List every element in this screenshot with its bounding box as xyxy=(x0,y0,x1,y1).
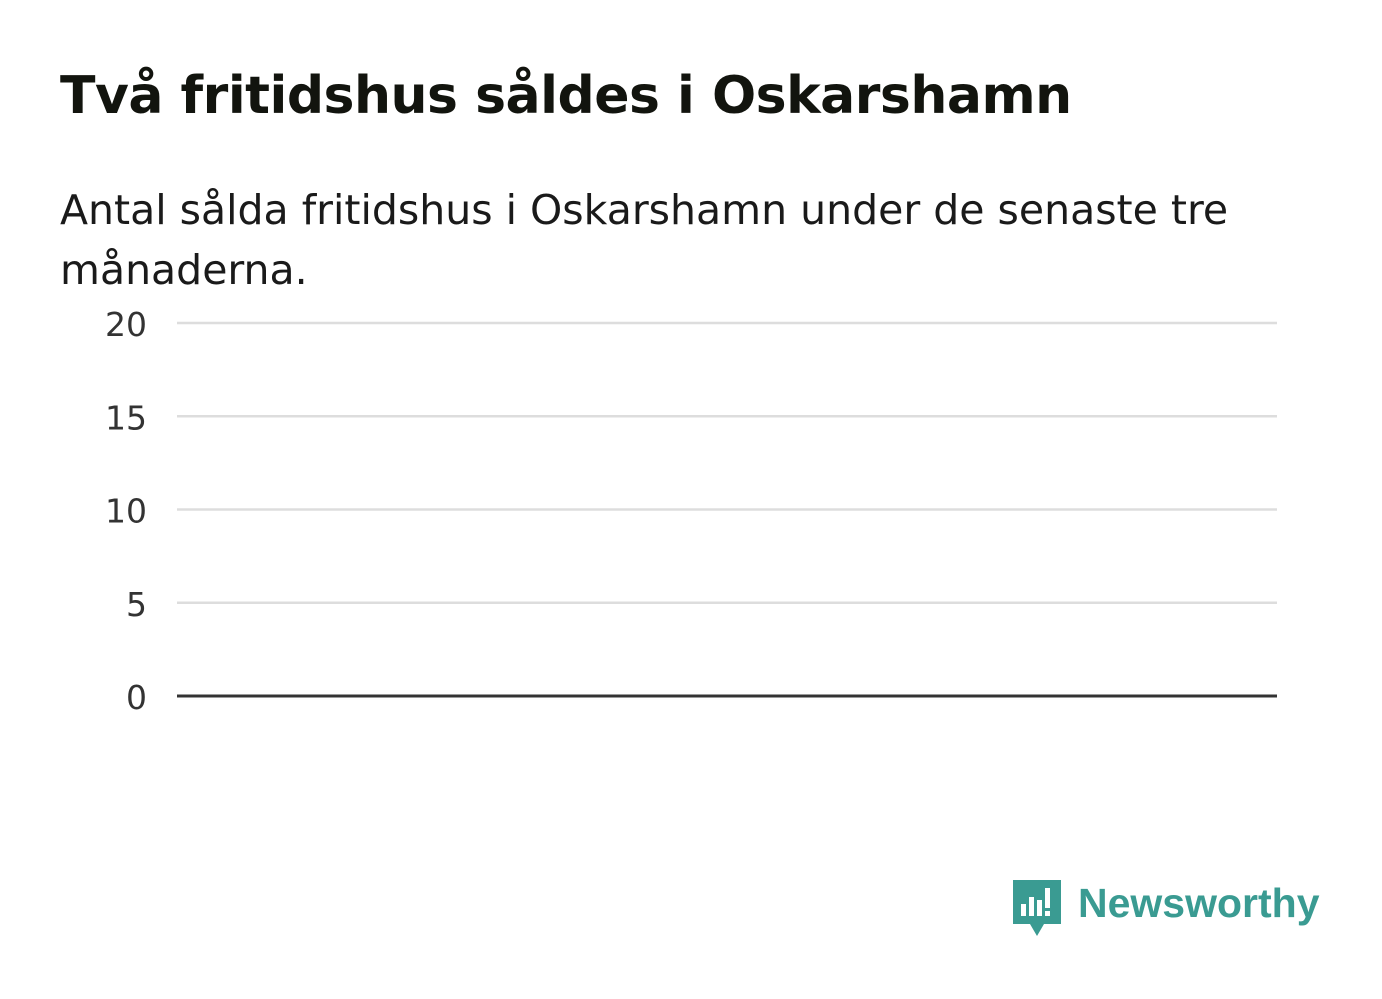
brand-name: Newsworthy xyxy=(1078,880,1320,926)
y-tick-label: 20 xyxy=(105,305,147,344)
newsworthy-logo[interactable]: Newsworthy xyxy=(1010,878,1330,942)
chart-title: Två fritidshus såldes i Oskarshamn xyxy=(60,66,1072,126)
y-tick-label: 0 xyxy=(126,678,147,717)
y-axis-ticks: 0 5 10 15 20 xyxy=(105,305,147,717)
y-tick-label: 15 xyxy=(105,398,147,437)
newsworthy-icon xyxy=(1013,880,1061,936)
y-tick-label: 10 xyxy=(105,492,147,531)
chart-subtitle: Antal sålda fritidshus i Oskarshamn unde… xyxy=(60,186,1229,294)
gridlines xyxy=(177,321,1277,604)
y-tick-label: 5 xyxy=(126,585,147,624)
